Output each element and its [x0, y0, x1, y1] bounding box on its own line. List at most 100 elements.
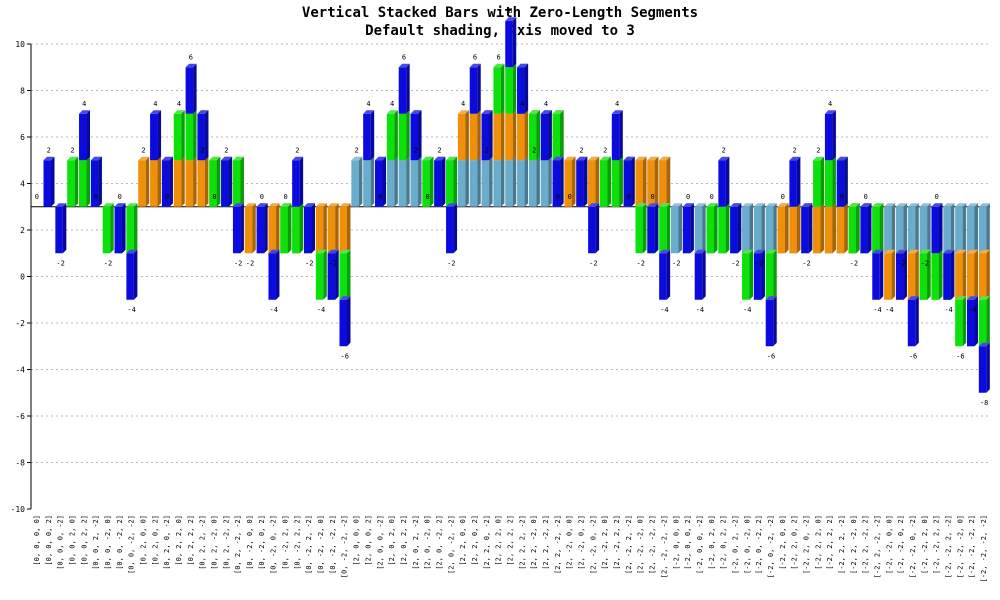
bar-side	[228, 156, 233, 207]
bar-side	[725, 203, 730, 254]
bar-side	[145, 156, 150, 207]
bar-group: 4	[611, 100, 623, 207]
bar-side	[607, 156, 611, 207]
bar-side	[678, 203, 683, 254]
bar-top	[801, 203, 813, 207]
bar-group: -2	[848, 203, 860, 267]
bar-group: 0	[647, 156, 659, 254]
bar-top	[955, 203, 967, 207]
bar-total-label: 4	[828, 100, 832, 108]
bar-segment	[966, 206, 975, 254]
bar-top	[919, 203, 931, 207]
bar-side	[903, 249, 907, 300]
bar-segment	[363, 113, 371, 161]
bar-top	[742, 203, 754, 207]
bar-group: 0	[209, 156, 221, 207]
bar-top	[978, 296, 990, 300]
bar-group: 0	[623, 156, 635, 207]
bar-total-label: -2	[921, 259, 929, 267]
bar-side	[51, 156, 55, 207]
bar-side	[477, 156, 481, 207]
x-tick-label: [-2, 0, 0, 0]	[672, 515, 680, 570]
bar-top	[55, 203, 67, 207]
x-tick-label: [2, -2, 0, 2]	[578, 515, 586, 570]
bar-total-label: -2	[897, 259, 905, 267]
bar-top	[742, 249, 754, 254]
bar-total-label: 4	[544, 100, 548, 108]
x-tick-label: [0, -2, 2, 0]	[282, 515, 290, 570]
bar-top	[694, 203, 706, 207]
bar-group: -2	[588, 156, 600, 267]
bar-group: 2	[67, 146, 79, 207]
bar-side	[749, 249, 754, 300]
bar-total-label: -2	[755, 259, 763, 267]
bar-total-label: -6	[341, 352, 349, 360]
bar-side	[193, 63, 197, 114]
bar-top	[978, 203, 990, 207]
bar-segment	[978, 299, 987, 347]
bar-side	[548, 110, 552, 161]
bar-segment	[966, 253, 975, 300]
bar-total-label: -2	[447, 259, 455, 267]
bar-segment	[943, 206, 951, 254]
bar-group: 0	[161, 156, 173, 207]
x-tick-label: [0, 0, 0, -2]	[57, 515, 65, 570]
bar-segment	[694, 206, 703, 254]
bar-total-label: 8	[508, 7, 512, 15]
bar-segment	[375, 160, 383, 207]
x-tick-label: [0, 2, 2, 2]	[187, 515, 195, 566]
bar-segment	[197, 160, 205, 207]
x-tick-label: [0, 0, -2, -2]	[128, 515, 136, 574]
bar-total-label: -4	[873, 306, 881, 314]
bar-side	[619, 110, 623, 161]
bar-segment	[540, 160, 549, 207]
bar-side	[500, 63, 505, 114]
bar-top	[765, 296, 777, 300]
bar-total-label: 2	[793, 146, 797, 154]
bar-side	[903, 203, 907, 254]
x-tick-label: [2, -2, 2, 2]	[613, 515, 621, 570]
bar-top	[872, 249, 884, 254]
bar-total-label: -2	[305, 259, 313, 267]
bar-total-label: -4	[127, 306, 135, 314]
bar-side	[512, 110, 517, 161]
x-tick-label: [2, 0, 0, 0]	[353, 515, 361, 566]
x-tick-label: [-2, -2, -2, -2]	[980, 515, 988, 582]
bar-side	[560, 110, 564, 161]
bar-side	[974, 203, 978, 254]
bar-side	[666, 203, 671, 254]
bar-top	[895, 249, 907, 254]
bar-segment	[268, 253, 276, 300]
bar-side	[832, 156, 836, 207]
bar-top	[588, 203, 600, 207]
bar-segment	[185, 160, 194, 207]
x-tick-label: [2, -2, -2, -2]	[660, 515, 668, 578]
bar-total-label: -6	[956, 352, 964, 360]
bar-side	[950, 249, 955, 300]
bar-segment	[765, 253, 774, 300]
x-tick-label: [0, -2, -2, -2]	[341, 515, 349, 578]
bar-top	[978, 342, 990, 347]
bar-group: 4	[457, 100, 469, 207]
bar-segment	[753, 253, 762, 300]
bar-group: 0	[552, 110, 564, 207]
bar-segment	[789, 206, 797, 254]
bar-side	[844, 203, 848, 254]
bar-side	[962, 296, 967, 347]
bar-group: -2	[635, 156, 647, 267]
bar-group: -4	[966, 203, 978, 347]
x-tick-label: [-2, -2, 2, 0]	[921, 515, 929, 574]
bar-side	[370, 110, 375, 161]
bar-side	[619, 156, 623, 207]
x-tick-label: [-2, 0, -2, 0]	[743, 515, 751, 574]
bar-side	[773, 296, 777, 347]
bar-total-label: 0	[283, 193, 287, 201]
chart-title: Vertical Stacked Bars with Zero-Length S…	[301, 5, 699, 21]
bar-segment	[966, 299, 975, 347]
bar-side	[962, 249, 967, 300]
x-tick-label: [0, -2, -2, 0]	[317, 515, 325, 574]
bar-side	[346, 296, 351, 347]
bar-segment	[671, 206, 679, 254]
bar-segment	[931, 206, 939, 254]
